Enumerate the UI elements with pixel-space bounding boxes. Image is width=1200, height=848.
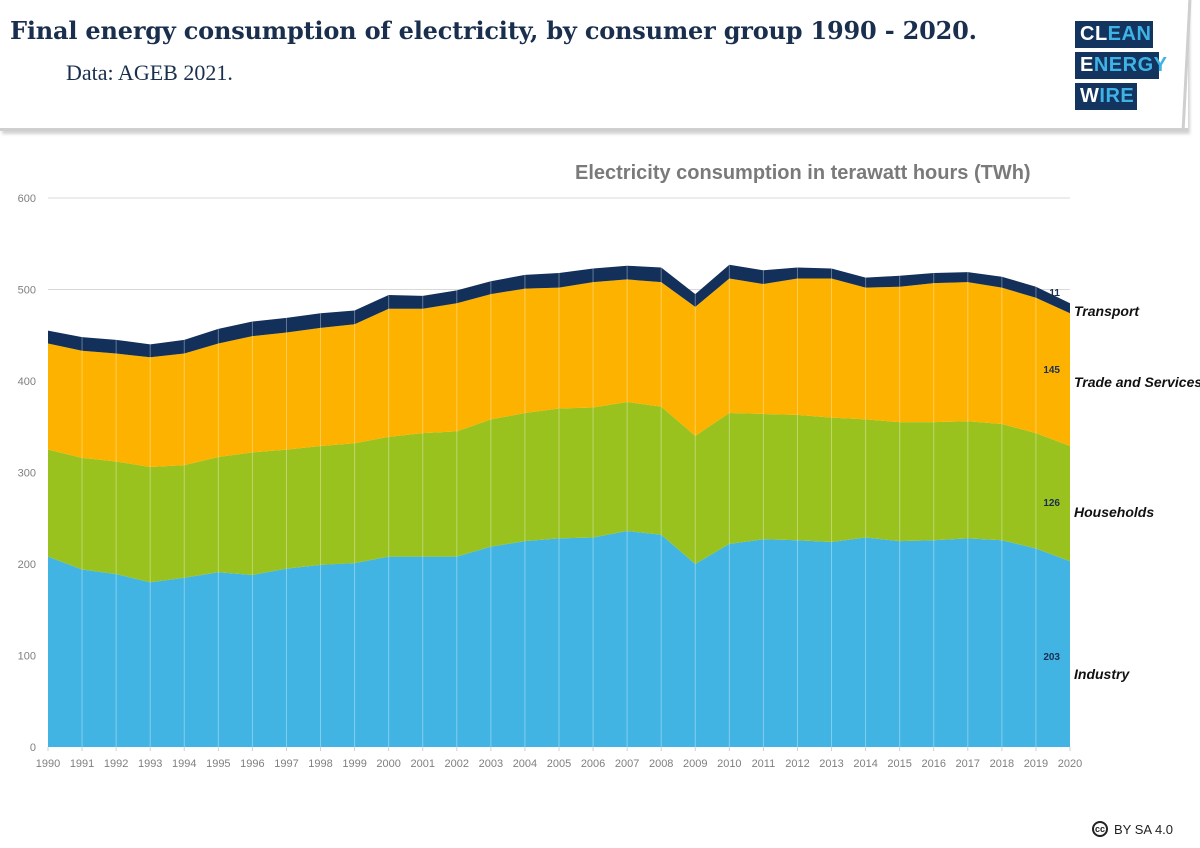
year-separators — [81, 264, 1037, 747]
x-tick-label: 2003 — [479, 758, 503, 770]
x-tick-label: 1995 — [206, 758, 230, 770]
x-tick-label: 2009 — [683, 758, 707, 770]
x-tick-label: 1997 — [274, 758, 298, 770]
series-name-label: Households — [1074, 504, 1154, 520]
y-tick-label: 300 — [18, 468, 36, 480]
area-transport — [48, 264, 1070, 358]
x-tick-label: 2008 — [649, 758, 673, 770]
x-tick-label: 2004 — [513, 758, 537, 770]
series-name-label: Industry — [1074, 666, 1130, 682]
chart-title: Electricity consumption in terawatt hour… — [575, 162, 1031, 184]
data-source: Data: AGEB 2021. — [66, 60, 233, 85]
x-tick-label: 2016 — [921, 758, 945, 770]
license-text: BY SA 4.0 — [1114, 821, 1174, 837]
logo-text: CL — [1080, 23, 1108, 45]
x-tick-label: 1991 — [70, 758, 94, 770]
x-tick-label: 2001 — [410, 758, 434, 770]
x-tick-label: 2006 — [581, 758, 605, 770]
logo-line-clean: CLEAN — [1075, 21, 1153, 48]
series-name-label: Trade and Services — [1074, 374, 1200, 390]
end-value-label: 126 — [1043, 498, 1060, 509]
cc-icon: cc — [1092, 821, 1108, 837]
x-tick-label: 1990 — [36, 758, 60, 770]
area-households — [48, 402, 1070, 583]
x-tick-label: 2011 — [752, 758, 776, 770]
end-value-label: 145 — [1043, 365, 1060, 376]
logo-text: NERGY — [1093, 54, 1168, 76]
series-labels: 203 Industry 126 Households 145 Trade and Ser… — [1043, 288, 1200, 682]
y-tick-label: 400 — [18, 376, 36, 388]
series-name-label: Transport — [1074, 303, 1140, 319]
x-tick-label: 2020 — [1058, 758, 1082, 770]
x-tick-label: 2000 — [376, 758, 400, 770]
clean-energy-wire-logo: CLEAN ENERGY WIRE — [1075, 21, 1167, 114]
x-tick-label: 1994 — [172, 758, 196, 770]
x-tick-label: 1998 — [308, 758, 332, 770]
y-axis-ticks: 0 100 200 300 400 500 600 — [18, 193, 36, 754]
x-axis-ticks: 1990 1991 1992 1993 1994 1995 1996 1997 1998 1999… — [36, 747, 1082, 770]
x-tick-label: 2012 — [785, 758, 809, 770]
header-banner: Final energy consumption of electricity,… — [0, 0, 1188, 131]
area-industry — [48, 531, 1070, 747]
logo-text: E — [1080, 54, 1094, 76]
logo-text: EAN — [1107, 23, 1152, 45]
x-tick-label: 1999 — [342, 758, 366, 770]
logo-text: W — [1080, 85, 1100, 107]
x-tick-label: 2010 — [717, 758, 741, 770]
x-tick-label: 2002 — [445, 758, 469, 770]
area-trade-and-services — [48, 278, 1070, 468]
x-tick-label: 2015 — [887, 758, 911, 770]
x-tick-label: 1993 — [138, 758, 162, 770]
end-value-label: 203 — [1043, 652, 1060, 663]
logo-line-energy: ENERGY — [1075, 52, 1167, 79]
y-tick-label: 0 — [30, 742, 36, 754]
x-tick-label: 2013 — [819, 758, 843, 770]
x-tick-label: 2014 — [853, 758, 877, 770]
y-tick-label: 100 — [18, 651, 36, 663]
license-badge: cc BY SA 4.0 — [1092, 821, 1173, 837]
x-tick-label: 1996 — [240, 758, 264, 770]
x-tick-label: 2017 — [956, 758, 980, 770]
x-tick-label: 2007 — [615, 758, 639, 770]
area-series — [48, 264, 1070, 747]
page-title: Final energy consumption of electricity,… — [10, 16, 977, 45]
x-tick-label: 2018 — [990, 758, 1014, 770]
x-tick-label: 2005 — [547, 758, 571, 770]
logo-line-wire: WIRE — [1075, 83, 1137, 110]
end-value-label: 11 — [1049, 288, 1060, 299]
logo-text: IRE — [1099, 85, 1135, 107]
x-tick-label: 1992 — [104, 758, 128, 770]
y-tick-label: 500 — [18, 285, 36, 297]
x-tick-label: 2019 — [1024, 758, 1048, 770]
y-tick-label: 200 — [18, 559, 36, 571]
y-tick-label: 600 — [18, 193, 36, 205]
